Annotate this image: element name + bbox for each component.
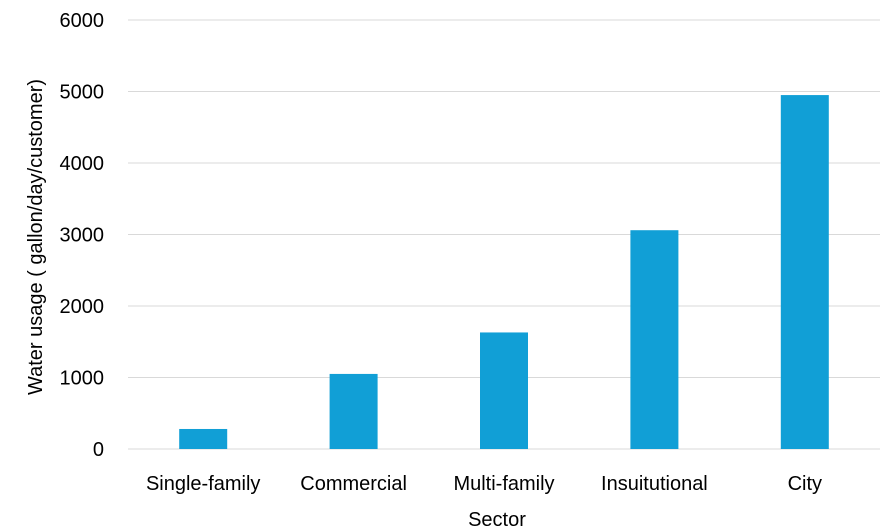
gridlines bbox=[128, 19, 880, 450]
y-tick-label: 4000 bbox=[60, 153, 105, 175]
bar-single-family bbox=[179, 428, 228, 449]
x-tick-label: City bbox=[788, 473, 822, 495]
x-axis-title: Sector bbox=[468, 509, 526, 531]
y-tick-label: 2000 bbox=[60, 296, 105, 318]
x-tick-label: Insuitutional bbox=[601, 473, 708, 495]
x-tick-labels: Single-family Commercial Multi-family Insui… bbox=[146, 473, 822, 495]
y-tick-label: 5000 bbox=[60, 82, 105, 104]
x-tick-label: Multi-family bbox=[453, 473, 554, 495]
bar-multi-family bbox=[480, 332, 528, 449]
y-tick-labels: 0 1000 2000 3000 4000 5000 6000 bbox=[60, 10, 105, 461]
bar-city bbox=[780, 95, 829, 449]
bars bbox=[179, 95, 829, 449]
y-tick-label: 0 bbox=[93, 439, 104, 461]
y-axis-title: Water usage ( gallon/day/customer) bbox=[25, 79, 47, 395]
bar-commercial bbox=[329, 373, 378, 449]
y-tick-label: 6000 bbox=[60, 10, 105, 32]
x-tick-label: Single-family bbox=[146, 473, 260, 495]
x-tick-label: Commercial bbox=[300, 473, 407, 495]
y-tick-label: 3000 bbox=[60, 225, 105, 247]
y-tick-label: 1000 bbox=[60, 368, 105, 390]
bar-insuitutional bbox=[630, 230, 679, 449]
